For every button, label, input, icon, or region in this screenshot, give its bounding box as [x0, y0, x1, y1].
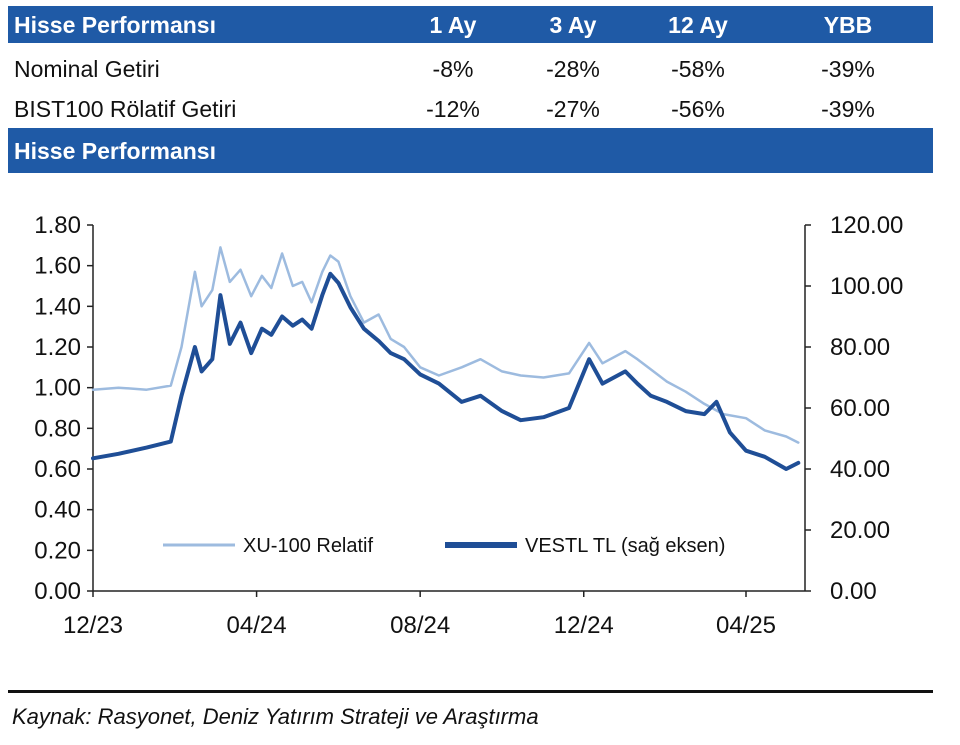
- chart-section-title: Hisse Performansı: [14, 138, 216, 164]
- right-tick-label: 100.00: [830, 273, 903, 300]
- row-label: BIST100 Rölatif Getiri: [14, 96, 237, 122]
- right-tick-label: 80.00: [830, 334, 890, 361]
- legend-label: XU-100 Relatif: [243, 535, 374, 557]
- x-tick-label: 04/25: [716, 612, 776, 639]
- performance-chart: 0.00 0.20 0.40 0.60 0.80 1.00 1.20 1.40 1.60 1.80…: [34, 212, 903, 639]
- x-tick-label: 12/24: [554, 612, 614, 639]
- col-header-ybb: YBB: [823, 12, 873, 38]
- row-value-3ay: -27%: [546, 96, 600, 122]
- table-header: Hisse Performansı 1 Ay 3 Ay 12 Ay YBB: [8, 6, 933, 43]
- series-line-xu100-relatif: [91, 246, 800, 444]
- row-value-ybb: -39%: [821, 96, 875, 122]
- left-tick-label: 0.00: [34, 578, 81, 605]
- table-row-relative: BIST100 Rölatif Getiri -12% -27% -56% -3…: [8, 90, 933, 130]
- left-tick-label: 0.40: [34, 497, 81, 524]
- left-tick-label: 1.40: [34, 293, 81, 320]
- chart-axes: 0.00 0.20 0.40 0.60 0.80 1.00 1.20 1.40 1.60 1.80…: [34, 212, 903, 639]
- row-label: Nominal Getiri: [14, 56, 160, 82]
- row-value-ybb: -39%: [821, 56, 875, 82]
- right-tick-label: 120.00: [830, 212, 903, 239]
- left-tick-label: 1.00: [34, 375, 81, 402]
- right-tick-label: 0.00: [830, 578, 877, 605]
- left-tick-label: 0.20: [34, 537, 81, 564]
- row-value-3ay: -28%: [546, 56, 600, 82]
- row-value-1ay: -8%: [432, 56, 474, 82]
- row-value-12ay: -58%: [671, 56, 725, 82]
- left-tick-label: 0.80: [34, 415, 81, 442]
- col-header-1ay: 1 Ay: [429, 12, 477, 38]
- right-tick-label: 20.00: [830, 517, 890, 544]
- right-tick-label: 40.00: [830, 456, 890, 483]
- row-value-1ay: -12%: [426, 96, 480, 122]
- row-value-12ay: -56%: [671, 96, 725, 122]
- x-tick-label: 04/24: [227, 612, 287, 639]
- left-tick-label: 0.60: [34, 456, 81, 483]
- chart-legend: XU-100 Relatif VESTL TL (sağ eksen): [163, 535, 725, 557]
- chart-lines: [91, 246, 801, 471]
- chart-section-header: Hisse Performansı: [8, 128, 933, 173]
- source-note: Kaynak: Rasyonet, Deniz Yatırım Strateji…: [12, 704, 539, 729]
- col-header-3ay: 3 Ay: [549, 12, 597, 38]
- x-tick-label: 12/23: [63, 612, 123, 639]
- right-tick-label: 60.00: [830, 395, 890, 422]
- left-tick-label: 1.80: [34, 212, 81, 239]
- table-title: Hisse Performansı: [14, 12, 216, 38]
- col-header-12ay: 12 Ay: [668, 12, 728, 38]
- footer-rule: [8, 690, 933, 693]
- series-line-vestl: [91, 271, 801, 471]
- legend-label: VESTL TL (sağ eksen): [525, 535, 725, 557]
- left-tick-label: 1.20: [34, 334, 81, 361]
- left-tick-label: 1.60: [34, 253, 81, 280]
- x-tick-label: 08/24: [390, 612, 450, 639]
- table-row-nominal: Nominal Getiri -8% -28% -58% -39%: [8, 50, 933, 90]
